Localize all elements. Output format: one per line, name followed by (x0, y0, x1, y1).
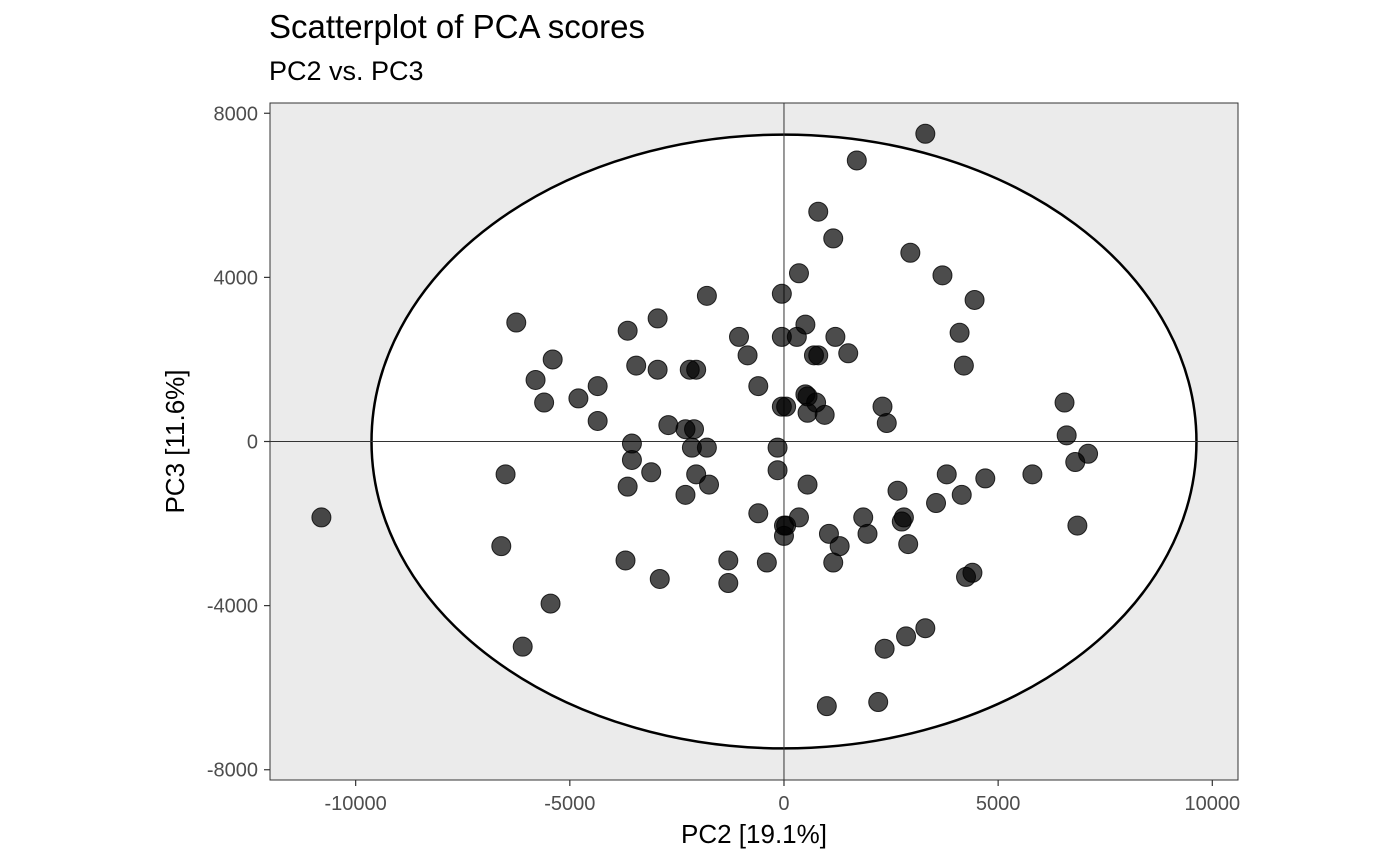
data-point (767, 437, 788, 458)
data-point (506, 312, 527, 333)
x-tick-label: 10000 (1184, 793, 1240, 815)
data-point (748, 376, 769, 397)
data-point (647, 308, 668, 329)
data-point (876, 413, 897, 434)
x-tick-label: -10000 (325, 793, 387, 815)
data-point (568, 388, 589, 409)
y-axis: -8000 -4000 0 4000 8000 (207, 103, 270, 782)
data-point (699, 474, 720, 495)
data-point (658, 415, 679, 436)
data-point (936, 464, 957, 485)
data-point (675, 484, 696, 505)
data-point (872, 396, 893, 417)
data-point (771, 326, 792, 347)
data-point (823, 228, 844, 249)
x-tick-label: 5000 (976, 793, 1021, 815)
data-point (1056, 425, 1077, 446)
data-point (953, 355, 974, 376)
data-point (647, 359, 668, 380)
x-tick-label: 0 (778, 793, 789, 815)
data-point (951, 484, 972, 505)
data-point (684, 419, 705, 440)
data-points (311, 123, 1099, 717)
chart-title: Scatterplot of PCA scores (269, 8, 646, 45)
data-point (949, 322, 970, 343)
data-point (823, 552, 844, 573)
data-point (767, 460, 788, 481)
data-point (825, 326, 846, 347)
data-point (975, 468, 996, 489)
y-tick-label: 4000 (214, 267, 259, 289)
data-point (887, 480, 908, 501)
y-tick-label: -8000 (207, 760, 258, 782)
data-point (915, 123, 936, 144)
data-point (542, 349, 563, 370)
data-point (512, 636, 533, 657)
data-point (737, 345, 758, 366)
y-axis-title: PC3 [11.6%] (160, 369, 190, 513)
data-point (748, 503, 769, 524)
chart-subtitle: PC2 vs. PC3 (269, 56, 424, 86)
data-point (1067, 515, 1088, 536)
x-tick-label: -5000 (544, 793, 595, 815)
data-point (956, 566, 977, 587)
data-point (776, 396, 797, 417)
data-point (808, 201, 829, 222)
data-point (838, 343, 859, 364)
data-point (797, 402, 818, 423)
data-point (1054, 392, 1075, 413)
data-point (641, 462, 662, 483)
data-point (534, 392, 555, 413)
data-point (491, 536, 512, 557)
data-point (874, 638, 895, 659)
data-point (621, 449, 642, 470)
data-point (617, 476, 638, 497)
data-point (311, 507, 332, 528)
data-point (729, 326, 750, 347)
data-point (587, 376, 608, 397)
y-tick-label: -4000 (207, 596, 258, 618)
x-axis: -10000 -5000 0 5000 10000 (325, 780, 1240, 815)
data-point (495, 464, 516, 485)
data-point (771, 283, 792, 304)
data-point (853, 507, 874, 528)
y-tick-label: 8000 (214, 103, 259, 125)
data-point (814, 404, 835, 425)
data-point (816, 696, 837, 717)
data-point (915, 618, 936, 639)
data-point (540, 593, 561, 614)
data-point (686, 359, 707, 380)
data-point (932, 265, 953, 286)
data-point (696, 437, 717, 458)
data-point (1022, 464, 1043, 485)
data-point (891, 511, 912, 532)
data-point (797, 474, 818, 495)
data-point (756, 552, 777, 573)
data-point (808, 345, 829, 366)
data-point (926, 493, 947, 514)
data-point (964, 289, 985, 310)
data-point (900, 242, 921, 263)
data-point (898, 534, 919, 555)
data-point (626, 355, 647, 376)
data-point (525, 369, 546, 390)
data-point (773, 525, 794, 546)
x-axis-title: PC2 [19.1%] (681, 819, 827, 849)
data-point (649, 568, 670, 589)
data-point (587, 410, 608, 431)
data-point (696, 285, 717, 306)
data-point (617, 320, 638, 341)
data-point (857, 523, 878, 544)
data-point (718, 573, 739, 594)
data-point (788, 263, 809, 284)
y-tick-label: 0 (247, 432, 258, 454)
data-point (718, 550, 739, 571)
data-point (896, 626, 917, 647)
data-point (1065, 452, 1086, 473)
data-point (615, 550, 636, 571)
data-point (868, 692, 889, 713)
data-point (846, 150, 867, 171)
